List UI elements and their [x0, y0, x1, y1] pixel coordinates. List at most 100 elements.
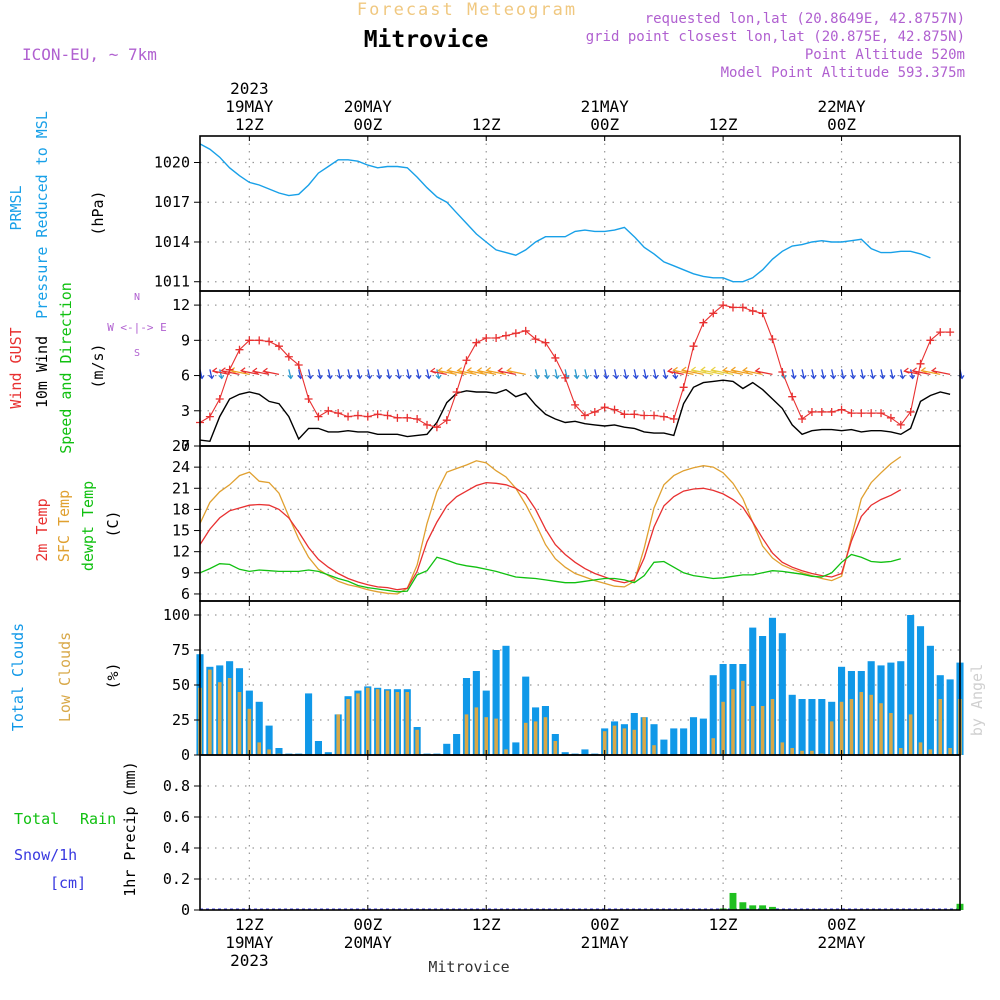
gust-marker [827, 407, 836, 416]
gust-marker [758, 309, 767, 318]
rain-bar [749, 905, 757, 910]
low-cloud-bar [800, 750, 804, 755]
wind-arrow [426, 369, 430, 379]
gust-marker [334, 409, 343, 418]
wind-arrow [327, 369, 331, 379]
cloud-unit: (%) [104, 662, 122, 689]
low-cloud-bar [790, 748, 794, 755]
dewpoint-line [199, 553, 901, 593]
wind-arrow-head [603, 374, 610, 380]
point-altitude: Point Altitude 520m [805, 47, 965, 63]
total-cloud-bar [314, 741, 322, 755]
wind-arrow-head [346, 374, 353, 380]
gust-marker [620, 410, 629, 419]
wind-arrow [544, 369, 549, 379]
wind-arrow-head [879, 374, 886, 380]
gust-marker [205, 412, 214, 421]
wind-arrow [860, 369, 864, 379]
wind-arrow-head [395, 374, 402, 380]
wind-arrow-head [366, 374, 373, 380]
gust-marker [482, 333, 491, 342]
gust-marker [926, 336, 935, 345]
total-cloud-bar [581, 749, 589, 755]
low-cloud-bar [415, 729, 419, 755]
dew-label: dewpt Temp [79, 481, 97, 571]
wind-arrow [681, 369, 704, 376]
compass-south: S [134, 348, 140, 359]
gust-marker [492, 333, 501, 342]
gust-marker [877, 409, 886, 418]
time-label-bottom: 00Z [827, 915, 856, 934]
wind-arrow-head [710, 366, 717, 373]
wind-arrow [880, 369, 884, 379]
total-cloud-bar [808, 699, 816, 755]
wind-arrow-head [356, 374, 363, 380]
y-tick-label: 9 [181, 331, 190, 349]
wind-arrow-head [666, 367, 674, 374]
low-cloud-bar [395, 692, 400, 755]
gust-marker [590, 407, 599, 416]
wind-arrow [367, 369, 371, 379]
total-cloud-bar [255, 701, 263, 755]
wind-arrow [219, 369, 223, 379]
wind-arrow-head [730, 366, 737, 373]
gust-marker [462, 356, 471, 365]
time-label-bottom: 12Z [235, 915, 264, 934]
total-cloud-bar [749, 627, 757, 755]
requested-coords: requested lon,lat (20.8649E, 42.8757N) [645, 11, 965, 27]
low-cloud-bar [721, 701, 725, 755]
low-cloud-bar [770, 699, 775, 755]
gust-marker [630, 410, 639, 419]
low-cloud-bar [879, 703, 883, 755]
wind-arrow-head [830, 374, 837, 380]
low-cloud-bar [859, 692, 864, 755]
wind-arrow [574, 369, 578, 379]
wind-arrow-head [820, 374, 827, 380]
location-title: Mitrovice [364, 27, 489, 53]
time-label-bottom: 2023 [230, 951, 269, 970]
wind-arrow-head [506, 367, 513, 374]
rain-bar [759, 905, 767, 910]
wind-arrow-head [840, 374, 847, 380]
total-cloud-bar [265, 725, 273, 755]
watermark: by Angel [968, 664, 986, 736]
wind-arrow [534, 369, 539, 379]
wind-arrow-head [672, 366, 679, 373]
temp-unit: (C) [104, 510, 122, 537]
wind-arrow-head [680, 366, 688, 373]
wind-arrow [347, 369, 351, 379]
low-cloud-bar [750, 706, 755, 755]
gust-marker [373, 410, 382, 419]
wind-arrow [701, 369, 724, 376]
total-cloud-bar [788, 694, 796, 755]
gust-marker [363, 412, 372, 421]
gust-marker [511, 329, 520, 338]
wind-arrow [307, 369, 312, 379]
total-cloud-bar [305, 693, 313, 755]
wind-arrow-head [911, 367, 918, 374]
axes: 1011101410171020036912691215182124270255… [154, 135, 961, 919]
gust-marker [580, 411, 589, 420]
gust-marker [857, 409, 866, 418]
wind-arrow-head [287, 374, 294, 380]
gust-marker [383, 411, 392, 420]
snow-unit: [cm] [50, 874, 86, 892]
time-label-top: 20MAY [344, 97, 393, 116]
gust-marker [886, 413, 895, 422]
wind-arrow-head [930, 367, 938, 374]
rain-bar [769, 906, 776, 910]
gust-marker [738, 303, 747, 312]
gust-marker [600, 403, 609, 412]
y-tick-label: 3 [181, 402, 190, 420]
gust-marker [896, 420, 905, 429]
y-tick-label: 0 [181, 901, 190, 919]
clouds-panel-frame [199, 600, 961, 756]
total-cloud-bar [926, 645, 934, 755]
total-cloud-bar [492, 650, 500, 755]
wind-arrow [633, 369, 637, 379]
wind-arrow [831, 369, 835, 379]
gust-marker [393, 413, 402, 422]
gust-marker [669, 414, 678, 423]
y-tick-label: 0.6 [163, 808, 190, 826]
gust-marker [699, 318, 708, 327]
